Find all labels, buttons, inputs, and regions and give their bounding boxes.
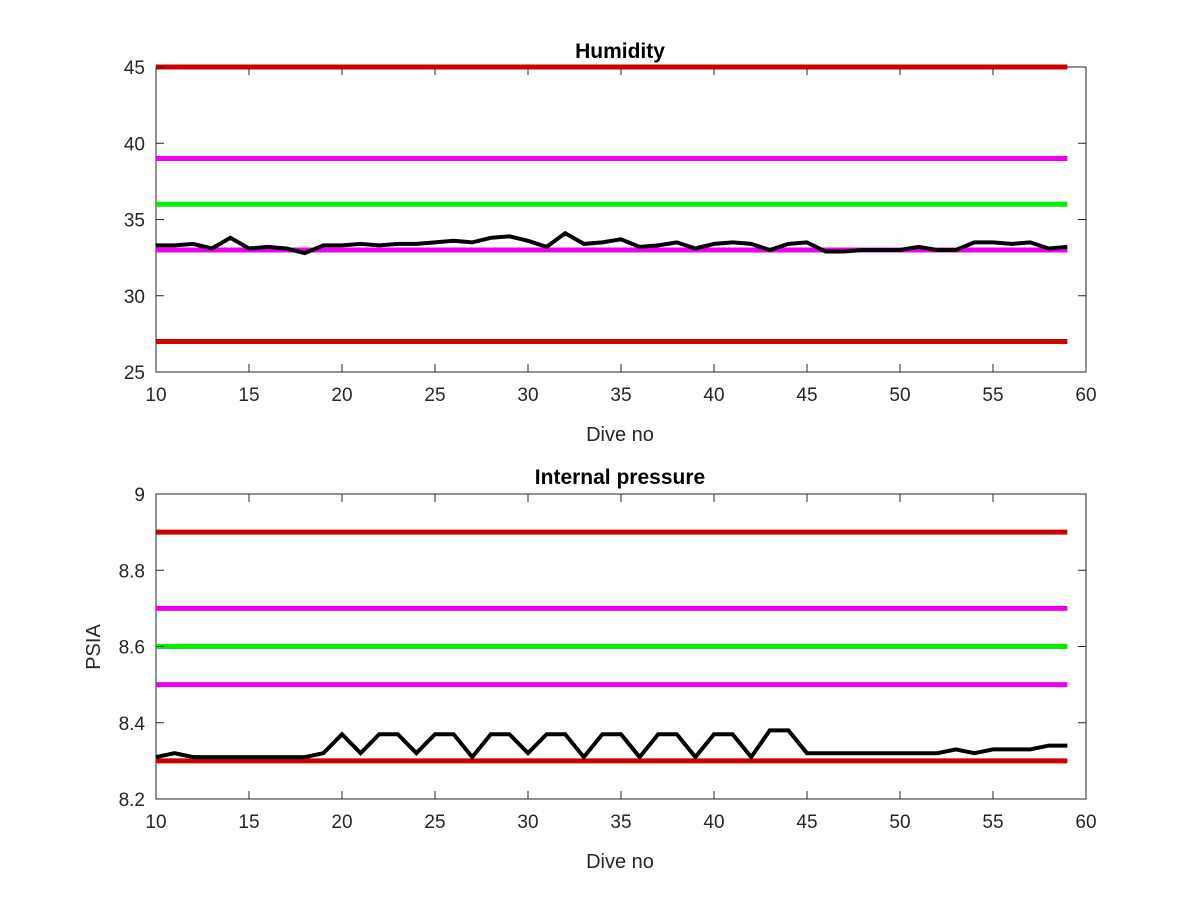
humidity-data-line xyxy=(156,230,1068,256)
humidity-x-tick-label: 60 xyxy=(1075,385,1096,406)
humidity-x-tick-label: 15 xyxy=(238,385,259,406)
pressure-x-tick-label: 55 xyxy=(982,812,1003,833)
humidity-x-tick-label: 25 xyxy=(424,385,445,406)
humidity-x-tick-label: 35 xyxy=(610,385,631,406)
pressure-x-tick-label: 20 xyxy=(331,812,352,833)
pressure-x-tick-label: 60 xyxy=(1075,812,1096,833)
humidity-y-tick-label: 35 xyxy=(124,211,145,232)
pressure-xlabel: Dive no xyxy=(586,851,654,873)
humidity-y-tick-label: 30 xyxy=(124,287,145,308)
humidity-title: Humidity xyxy=(575,40,665,63)
humidity-x-tick-label: 20 xyxy=(331,385,352,406)
pressure-y-tick-label: 8.2 xyxy=(119,790,145,811)
humidity-x-tick-label: 40 xyxy=(703,385,724,406)
pressure-ylabel: PSIA xyxy=(83,624,105,670)
humidity-x-tick-label: 55 xyxy=(982,385,1003,406)
pressure-x-tick-label: 10 xyxy=(145,812,166,833)
pressure-data-line xyxy=(155,728,1068,761)
pressure-panel: Internal pressure Dive no PSIA 10 15 20 25 3… xyxy=(83,466,1097,873)
pressure-x-tick-label: 45 xyxy=(796,812,817,833)
humidity-axes-box xyxy=(155,66,1087,373)
humidity-y-tick-label: 40 xyxy=(124,134,145,155)
pressure-x-tick-label: 25 xyxy=(424,812,445,833)
pressure-y-tick-label: 8.8 xyxy=(119,561,145,582)
pressure-x-tick-label: 30 xyxy=(517,812,538,833)
humidity-y-tick-label: 25 xyxy=(124,363,145,384)
humidity-x-tick-label: 50 xyxy=(889,385,910,406)
pressure-title: Internal pressure xyxy=(535,466,705,489)
humidity-x-tick-label: 45 xyxy=(796,385,817,406)
pressure-x-tick-label: 35 xyxy=(610,812,631,833)
pressure-x-tick-label: 40 xyxy=(703,812,724,833)
humidity-xlabel: Dive no xyxy=(586,424,654,446)
humidity-x-tick-label: 30 xyxy=(517,385,538,406)
pressure-y-tick-label: 9 xyxy=(134,485,145,506)
humidity-panel: Humidity Dive no 10 15 20 25 30 35 40 45 50 55 60 2… xyxy=(124,40,1097,446)
pressure-y-tick-label: 8.6 xyxy=(119,638,145,659)
humidity-x-tick-label: 10 xyxy=(145,385,166,406)
pressure-y-tick-label: 8.4 xyxy=(119,714,146,735)
humidity-y-tick-label: 45 xyxy=(124,58,145,79)
pressure-x-tick-label: 15 xyxy=(238,812,259,833)
pressure-x-tick-label: 50 xyxy=(889,812,910,833)
